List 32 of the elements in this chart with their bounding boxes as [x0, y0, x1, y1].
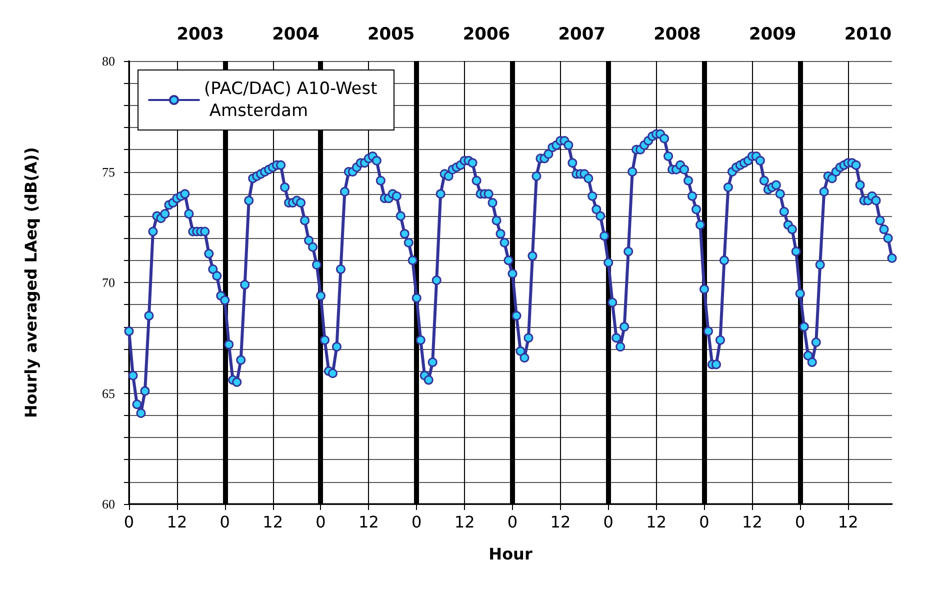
x-tick-label: 0	[603, 512, 614, 532]
x-tick-label: 12	[550, 512, 571, 532]
text: 2006	[462, 24, 510, 44]
x-tick-label: 0	[795, 512, 806, 532]
y-tick-label: 75	[102, 164, 115, 180]
x-tick-label: 0	[124, 512, 134, 532]
text: 2003	[176, 24, 224, 44]
text: 2009	[748, 24, 796, 44]
x-tick-label: 0	[412, 512, 422, 532]
x-axis-title: Hour	[488, 544, 532, 564]
x-tick-label: 0	[699, 512, 710, 532]
y-axis-title: Hourly averaged LAeq (dB(A))	[22, 147, 40, 418]
y-tick-label: 80	[102, 54, 115, 68]
x-tick-label: 0	[507, 512, 518, 532]
text: 2010	[844, 24, 892, 44]
text: 2007	[558, 24, 606, 44]
x-tick-label: 0	[220, 512, 230, 532]
x-tick-label: 0	[316, 512, 326, 532]
text: 2004	[272, 24, 320, 44]
x-tick-label: 12	[742, 512, 762, 532]
text: 2008	[654, 24, 701, 44]
legend-label: (PAC/DAC) A10-West Amsterdam	[204, 79, 378, 121]
y-tick-label: 60	[102, 496, 115, 512]
x-tick-label: 12	[358, 512, 379, 532]
y-tick-label: 65	[102, 386, 115, 401]
x-tick-label: 12	[838, 512, 858, 532]
x-tick-label: 12	[646, 512, 666, 532]
x-tick-label: 12	[454, 512, 475, 532]
x-tick-label: 12	[166, 512, 188, 532]
text: 2005	[367, 24, 415, 44]
x-tick-label: 12	[262, 512, 283, 532]
y-tick-label: 70	[102, 275, 115, 290]
